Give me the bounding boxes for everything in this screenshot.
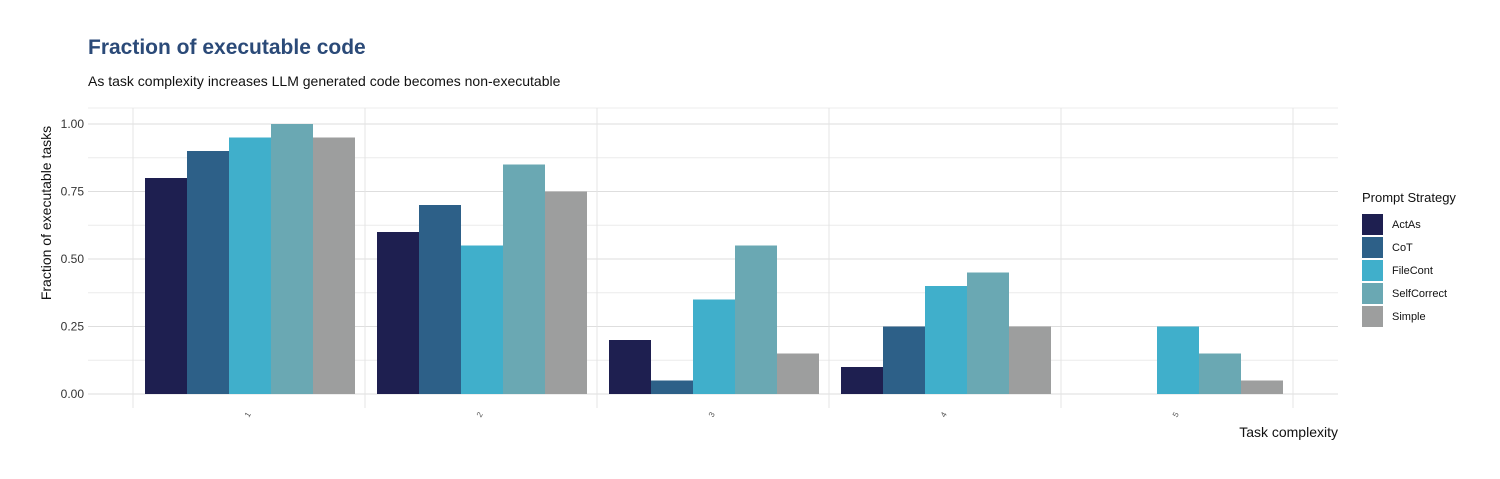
- bar-simple-5: [1241, 380, 1283, 394]
- legend-items: ActAs CoT FileCont SelfCorrect Simple: [1362, 213, 1456, 328]
- chart-title: Fraction of executable code: [88, 36, 366, 59]
- y-tick-label: 0.25: [61, 320, 85, 334]
- legend-item-selfcorrect: SelfCorrect: [1362, 282, 1456, 305]
- y-axis-label: Fraction of executable tasks: [38, 126, 54, 300]
- y-tick-label: 0.75: [61, 185, 85, 199]
- legend-swatch: [1362, 283, 1383, 304]
- bar-simple-1: [313, 137, 355, 394]
- x-tick-label: 4: [939, 410, 949, 419]
- x-tick-label: 2: [475, 410, 485, 419]
- legend-title: Prompt Strategy: [1362, 190, 1456, 205]
- bar-selfcorrect-5: [1199, 353, 1241, 394]
- legend-item-actas: ActAs: [1362, 213, 1456, 236]
- x-tick-label: 3: [707, 410, 717, 419]
- bars: [145, 124, 1283, 394]
- bar-selfcorrect-1: [271, 124, 313, 394]
- x-tick-label: 1: [243, 410, 253, 419]
- legend-item-simple: Simple: [1362, 305, 1456, 328]
- bar-simple-3: [777, 353, 819, 394]
- legend: Prompt Strategy ActAs CoT FileCont SelfCorr…: [1362, 190, 1456, 328]
- x-axis-label: Task complexity: [1239, 424, 1338, 440]
- bar-filecont-5: [1157, 326, 1199, 394]
- bar-filecont-1: [229, 137, 271, 394]
- legend-label: ActAs: [1392, 218, 1421, 231]
- legend-swatch: [1362, 237, 1383, 258]
- x-tick-label: 5: [1171, 410, 1181, 419]
- bar-filecont-2: [461, 245, 503, 394]
- bar-actas-2: [377, 232, 419, 394]
- bar-simple-2: [545, 191, 587, 394]
- legend-swatch: [1362, 214, 1383, 235]
- bar-cot-1: [187, 151, 229, 394]
- legend-swatch: [1362, 306, 1383, 327]
- legend-label: FileCont: [1392, 264, 1433, 277]
- chart-subtitle: As task complexity increases LLM generat…: [88, 73, 561, 89]
- legend-label: SelfCorrect: [1392, 287, 1448, 300]
- y-tick-label: 0.50: [61, 252, 85, 266]
- bar-filecont-4: [925, 286, 967, 394]
- bar-filecont-3: [693, 299, 735, 394]
- bar-selfcorrect-3: [735, 245, 777, 394]
- y-tick-label: 0.00: [61, 387, 85, 401]
- bar-simple-4: [1009, 326, 1051, 394]
- legend-swatch: [1362, 260, 1383, 281]
- legend-label: CoT: [1392, 241, 1413, 254]
- bar-selfcorrect-4: [967, 272, 1009, 394]
- y-axis-ticks: 0.00 0.25 0.50 0.75 1.00: [61, 117, 85, 401]
- bar-cot-2: [419, 205, 461, 394]
- bar-actas-3: [609, 340, 651, 394]
- x-axis-ticks: 1 2 3 4 5: [243, 410, 1181, 419]
- bar-actas-1: [145, 178, 187, 394]
- bar-selfcorrect-2: [503, 164, 545, 394]
- bar-cot-3: [651, 380, 693, 394]
- y-tick-label: 1.00: [61, 117, 85, 131]
- legend-item-filecont: FileCont: [1362, 259, 1456, 282]
- bar-cot-4: [883, 326, 925, 394]
- bar-actas-4: [841, 367, 883, 394]
- legend-item-cot: CoT: [1362, 236, 1456, 259]
- legend-label: Simple: [1392, 310, 1426, 323]
